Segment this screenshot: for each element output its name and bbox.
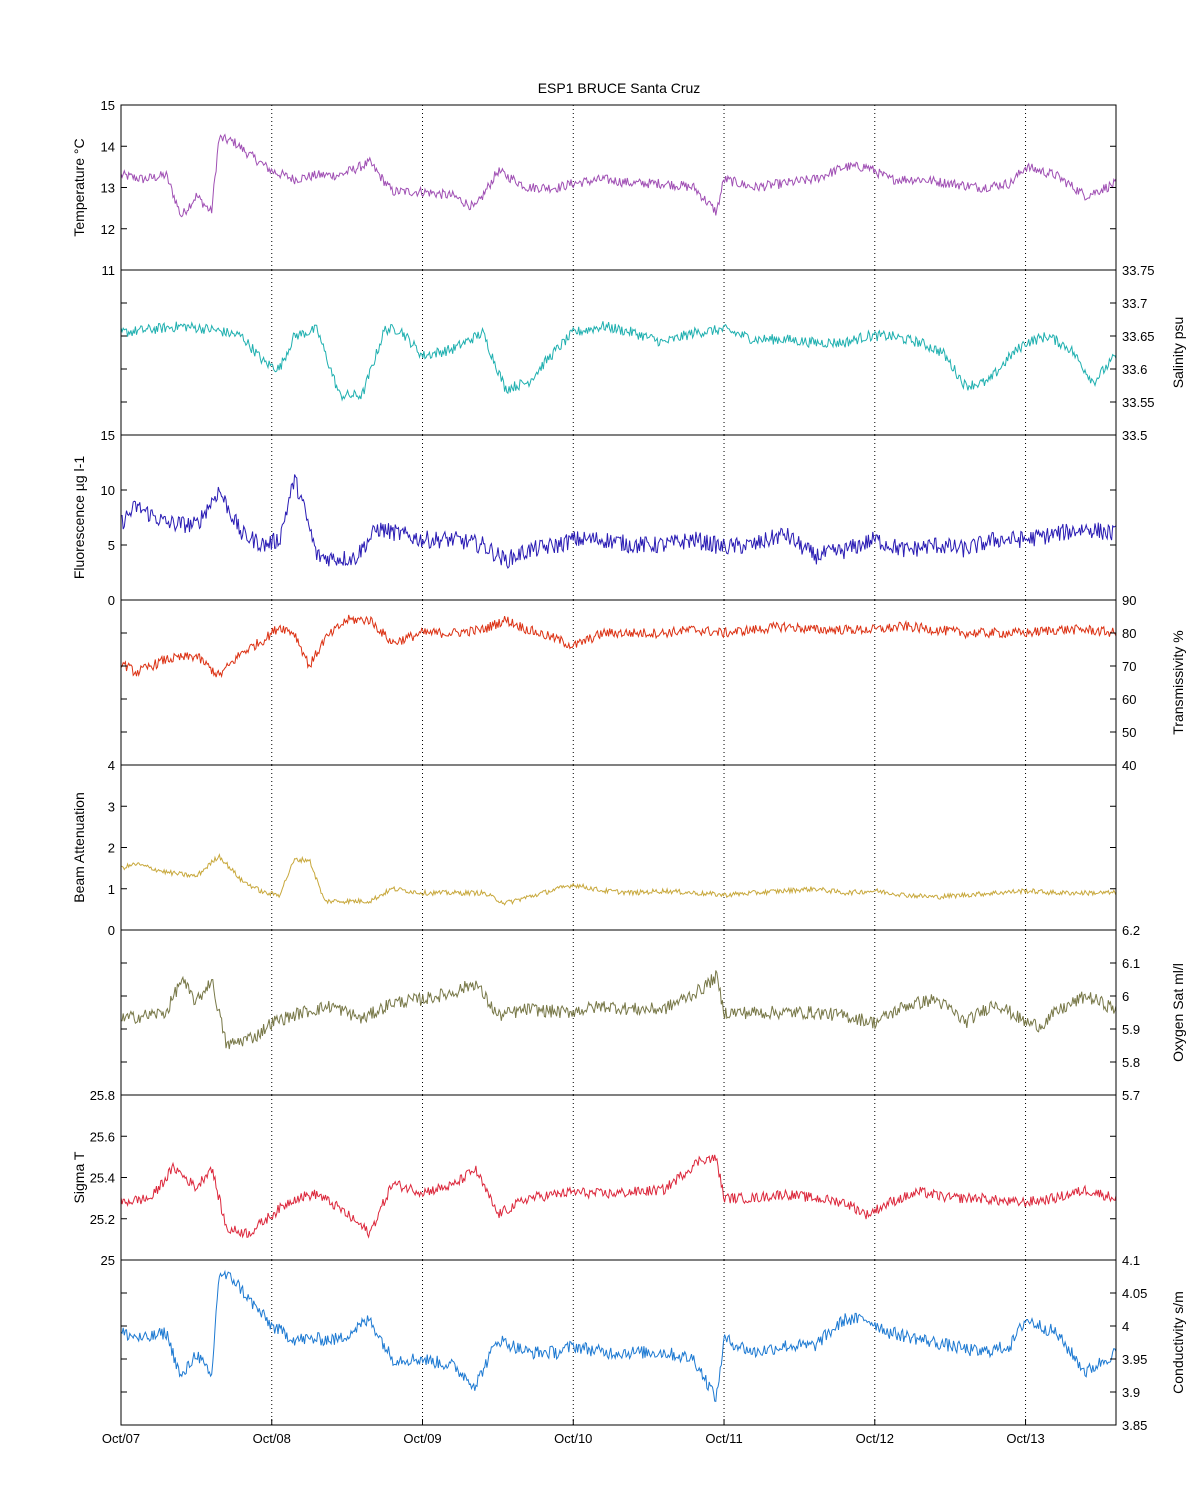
series-line-salinity [121,321,1116,402]
y-tick-label: 5 [108,538,115,553]
y-tick-label: 15 [101,428,115,443]
panel-frame [120,269,1117,436]
y-tick-label: 4 [108,758,115,773]
y-tick-label: 2 [108,841,115,856]
y-tick-label: 50 [1122,725,1136,740]
x-axis: Oct/07 Oct/08 Oct/09 Oct/10 Oct/11 Oct/12 Oct/… [102,1419,1045,1446]
y-tick-label: 80 [1122,626,1136,641]
y-axis-label-temperature: Temperature °C [71,138,87,236]
series-line-beam_attenuation [121,853,1116,906]
panel-sigma_t: 25 25.2 25.4 25.6 25.8 Sigma T [71,1088,1117,1268]
panel-salinity: 33.5 33.55 33.6 33.65 33.7 33.75 Salinity psu [120,263,1186,443]
y-tick-label: 10 [101,483,115,498]
x-tick-label: Oct/10 [554,1431,592,1446]
y-tick-label: 33.75 [1122,263,1155,278]
series-line-oxygen_sat [121,970,1116,1050]
y-axis-label-transmissivity: Transmissivity % [1170,630,1186,735]
y-axis-label-sigma_t: Sigma T [71,1151,87,1203]
y-tick-label: 3.9 [1122,1385,1140,1400]
panel-frame [120,764,1117,931]
series-line-transmissivity [121,614,1116,679]
y-tick-label: 5.7 [1122,1088,1140,1103]
y-tick-label: 4.05 [1122,1286,1147,1301]
series-line-conductivity [121,1269,1116,1403]
y-tick-label: 6 [1122,989,1129,1004]
y-tick-label: 25.6 [90,1129,115,1144]
x-tick-label: Oct/13 [1006,1431,1044,1446]
y-tick-label: 25.2 [90,1212,115,1227]
panel-beam_attenuation: 0 1 2 3 4 Beam Attenuation [71,758,1117,938]
x-tick-label: Oct/12 [856,1431,894,1446]
y-tick-label: 11 [102,263,116,278]
x-tick-label: Oct/09 [403,1431,441,1446]
y-tick-label: 25.8 [90,1088,115,1103]
panel-frame [120,929,1117,1096]
y-axis-label-conductivity: Conductivity s/m [1170,1291,1186,1394]
y-tick-label: 5.8 [1122,1055,1140,1070]
y-axis-label-beam_attenuation: Beam Attenuation [71,792,87,903]
y-tick-label: 3 [108,799,115,814]
x-tick-label: Oct/08 [253,1431,291,1446]
y-axis-label-fluorescence: Fluorescence µg l-1 [71,456,87,579]
y-tick-label: 0 [108,923,115,938]
y-tick-label: 5.9 [1122,1022,1140,1037]
y-tick-label: 33.6 [1122,362,1147,377]
y-tick-label: 4.1 [1122,1253,1140,1268]
panel-conductivity: 3.85 3.9 3.95 4 4.05 4.1 Conductivity s/m [120,1253,1186,1433]
y-tick-label: 15 [101,98,115,113]
y-axis-label-salinity: Salinity psu [1170,317,1186,389]
y-tick-label: 0 [108,593,115,608]
y-tick-label: 3.95 [1122,1352,1147,1367]
y-tick-label: 33.7 [1122,296,1147,311]
y-tick-label: 1 [108,882,115,897]
series-line-sigma_t [121,1154,1116,1239]
y-tick-label: 33.65 [1122,329,1155,344]
panel-oxygen_sat: 5.7 5.8 5.9 6 6.1 6.2 Oxygen Sat ml/l [120,923,1186,1103]
y-tick-label: 90 [1122,593,1136,608]
y-tick-label: 33.55 [1122,395,1155,410]
y-tick-label: 40 [1122,758,1136,773]
chart-title: ESP1 BRUCE Santa Cruz [538,80,701,96]
panel-fluorescence: 0 5 10 15 Fluorescence µg l-1 [71,428,1117,608]
x-tick-label: Oct/07 [102,1431,140,1446]
y-tick-label: 25.4 [90,1171,115,1186]
y-tick-label: 13 [101,181,115,196]
y-tick-label: 14 [101,139,115,154]
panel-temperature: 11 12 13 14 15 Temperature °C [71,98,1117,278]
panel-frame [120,434,1117,601]
y-tick-label: 33.5 [1122,428,1147,443]
panel-transmissivity: 40 50 60 70 80 90 Transmissivity % [120,593,1186,773]
y-tick-label: 6.2 [1122,923,1140,938]
y-tick-label: 6.1 [1122,956,1140,971]
y-axis-label-oxygen_sat: Oxygen Sat ml/l [1170,963,1186,1062]
y-tick-label: 12 [101,222,115,237]
panel-frame [120,599,1117,766]
y-tick-label: 25 [101,1253,115,1268]
y-tick-label: 3.85 [1122,1418,1147,1433]
y-tick-label: 4 [1122,1319,1129,1334]
y-tick-label: 70 [1122,659,1136,674]
series-line-temperature [121,133,1116,218]
x-tick-label: Oct/11 [705,1431,742,1446]
y-tick-label: 60 [1122,692,1136,707]
panel-frame [120,1094,1117,1261]
series-line-fluorescence [121,474,1116,569]
panel-frame [120,1259,1117,1426]
